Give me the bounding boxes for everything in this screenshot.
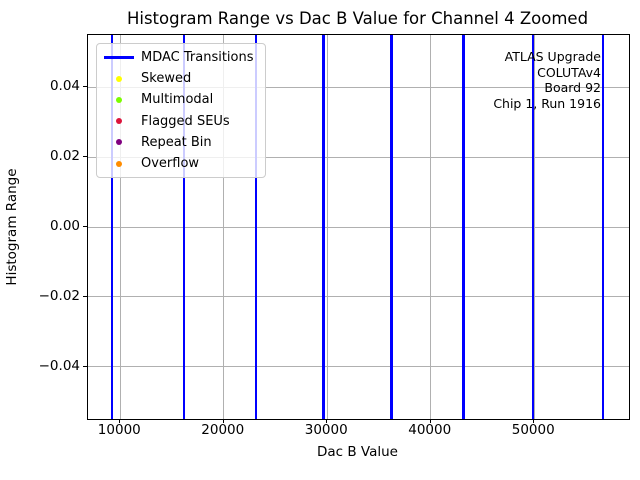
y-tick-label: 0.04 [49,78,80,95]
mdac-transition-line [254,35,258,419]
legend-label: Multimodal [141,92,214,108]
legend-item: Repeat Bin [103,132,259,153]
y-gridline [88,226,629,228]
legend-label: MDAC Transitions [141,50,254,66]
y-gridline [88,156,629,158]
plot-area: MDAC Transitions Skewed Multimodal Flagged … [87,34,630,420]
legend-line-marker [103,56,135,59]
mdac-transition-line [322,35,325,419]
y-gridline [88,86,629,88]
mdac-transition-line [390,35,393,419]
y-tick-label: 0.02 [49,148,80,165]
dot-swatch-icon [116,139,122,146]
x-tick-label: 40000 [408,422,452,438]
run-info-annotation: ATLAS Upgrade COLUTAv4 Board 92 Chip 1, … [493,49,601,111]
y-tick-label: −0.02 [38,287,80,304]
legend-dot-marker [103,96,135,103]
legend-dot-marker [103,160,135,167]
x-tick-label: 50000 [511,422,555,438]
legend-label: Skewed [141,71,192,87]
mdac-transition-line [531,35,535,419]
legend-dot-marker [103,118,135,125]
x-tick-mark [429,419,431,423]
y-tick-mark [83,226,87,227]
mdac-transition-line [182,35,186,419]
chart-title: Histogram Range vs Dac B Value for Chann… [126,9,589,28]
mdac-transition-line [110,35,114,419]
legend-label: Flagged SEUs [141,113,230,129]
y-gridline [88,296,629,298]
legend-dot-marker [103,75,135,82]
annotation-line: Chip 1, Run 1916 [493,95,601,111]
y-tick-label: −0.04 [38,357,80,374]
x-tick-mark [533,419,535,423]
y-tick-mark [83,86,87,88]
x-tick-label: 30000 [304,422,348,438]
x-tick-label: 10000 [97,422,141,438]
line-swatch-icon [104,56,134,59]
y-tick-label: 0.00 [49,218,80,234]
dot-swatch-icon [116,75,122,82]
legend: MDAC Transitions Skewed Multimodal Flagged … [96,43,266,179]
legend-item: Overflow [103,153,259,174]
x-tick-mark [222,419,224,423]
dot-swatch-icon [116,118,122,125]
legend-item: Skewed [103,68,259,89]
legend-label: Repeat Bin [141,134,212,150]
dot-swatch-icon [116,160,122,167]
annotation-line: ATLAS Upgrade [504,49,601,64]
y-tick-mark [83,156,87,158]
legend-item: Multimodal [103,89,259,110]
y-tick-mark [83,365,87,367]
mdac-transition-line [462,35,465,419]
annotation-line: COLUTAv4 [537,64,601,80]
x-axis-label: Dac B Value [316,444,398,460]
mdac-transition-line [601,35,605,419]
y-tick-mark [83,295,87,297]
x-tick-mark [326,419,328,423]
y-gridline [88,366,629,368]
y-axis-label: Histogram Range [4,168,20,286]
annotation-line: Board 92 [544,80,601,95]
legend-dot-marker [103,139,135,146]
legend-item: Flagged SEUs [103,111,259,132]
legend-label: Overflow [141,156,200,172]
dot-swatch-icon [116,96,122,103]
x-tick-label: 20000 [201,422,245,438]
x-tick-mark [119,419,121,423]
legend-item: MDAC Transitions [103,47,259,68]
